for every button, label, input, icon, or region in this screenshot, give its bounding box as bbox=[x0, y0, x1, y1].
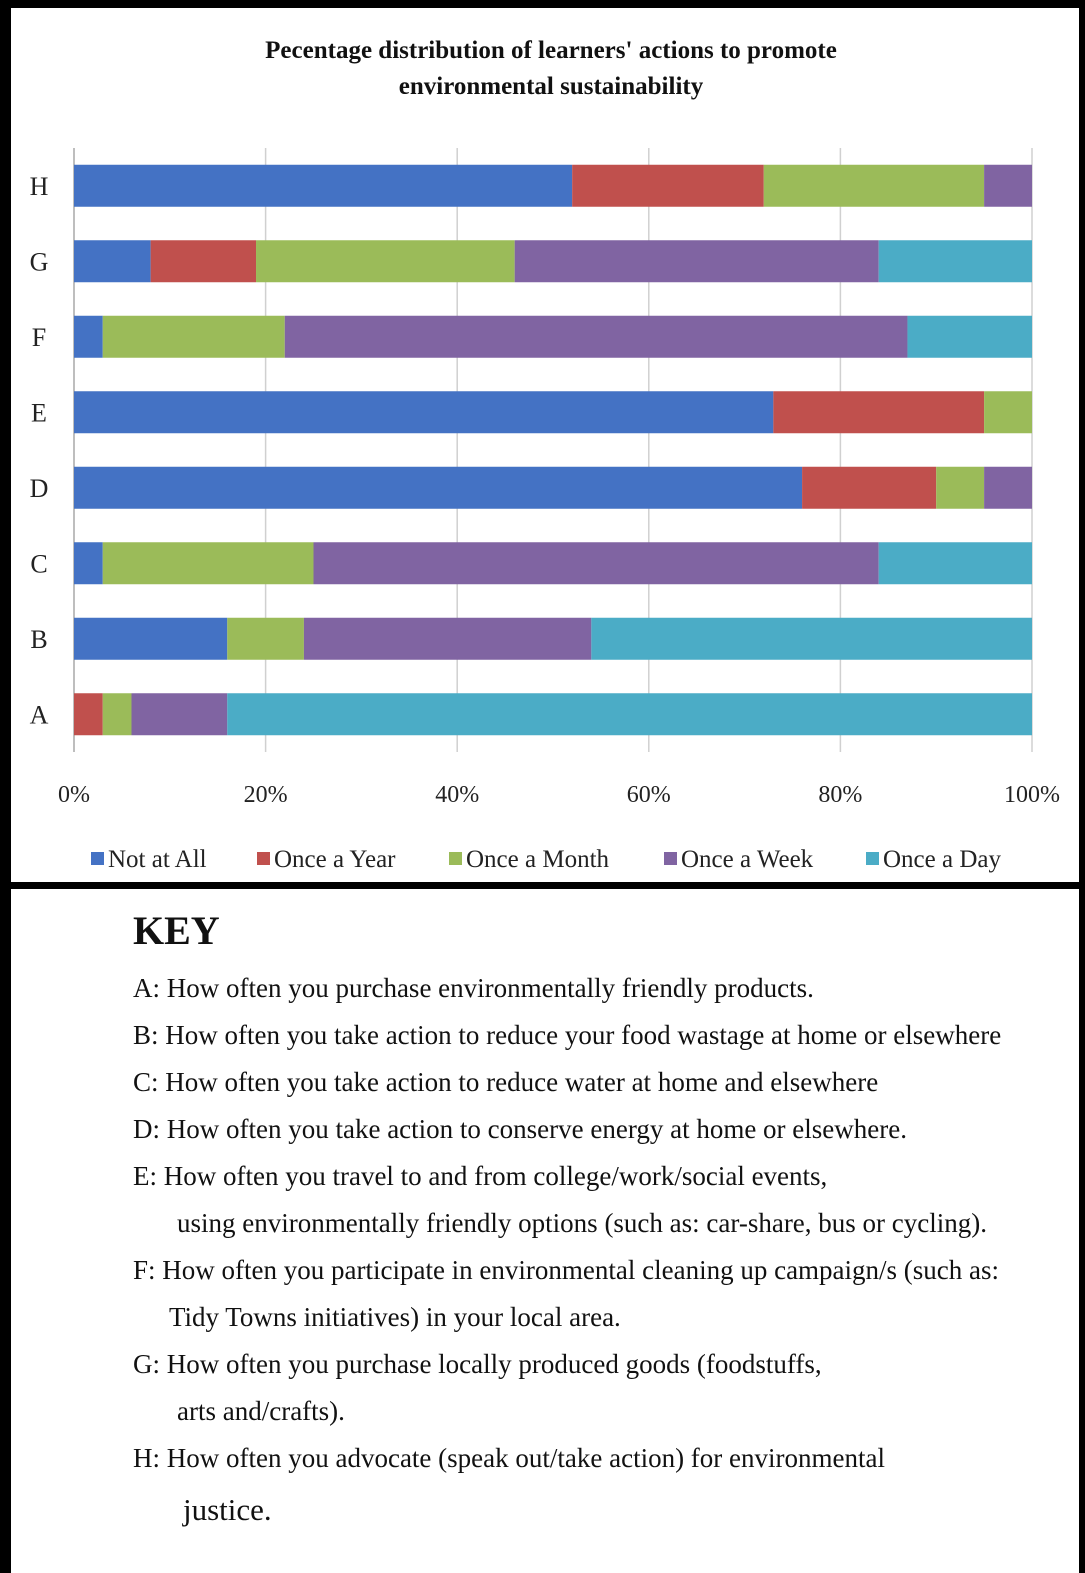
bar-g-not-at-all bbox=[74, 240, 151, 283]
y-label-c: C bbox=[30, 549, 47, 578]
legend-label-once-a-week: Once a Week bbox=[681, 846, 814, 873]
x-tick-20: 20% bbox=[244, 782, 288, 808]
bar-c-not-at-all bbox=[74, 542, 103, 585]
bar-b-not-at-all bbox=[74, 617, 228, 660]
y-label-a: A bbox=[30, 700, 49, 729]
bar-d-not-at-all bbox=[74, 466, 803, 509]
legend-swatch-once-a-day bbox=[866, 852, 879, 865]
chart-title-line-1: Pecentage distribution of learners' acti… bbox=[265, 37, 837, 64]
bar-g-once-a-day bbox=[878, 240, 1032, 283]
key-item-g-text: G: How often you purchase locally produc… bbox=[133, 1349, 822, 1379]
legend-item-once-a-month: Once a Month bbox=[449, 846, 610, 873]
x-tick-40: 40% bbox=[435, 782, 479, 808]
bar-h-not-at-all bbox=[74, 164, 573, 207]
key-item-e-text: E: How often you travel to and from coll… bbox=[133, 1161, 828, 1191]
bar-b-once-a-month bbox=[227, 617, 304, 660]
key-item-a-text: A: How often you purchase environmentall… bbox=[133, 973, 814, 1003]
key-item-g-continuation: arts and/crafts). bbox=[177, 1396, 345, 1426]
key-item-h-text: H: How often you advocate (speak out/tak… bbox=[133, 1443, 885, 1473]
bar-a-once-a-week bbox=[131, 693, 228, 736]
bar-c-once-a-week bbox=[313, 542, 879, 585]
legend-item-once-a-week: Once a Week bbox=[664, 846, 814, 873]
bar-a-once-a-day bbox=[227, 693, 1032, 736]
key-item-h: H: How often you advocate (speak out/tak… bbox=[133, 1435, 1073, 1538]
key-item-c: C: How often you take action to reduce w… bbox=[133, 1059, 1073, 1106]
chart-panel: Pecentage distribution of learners' acti… bbox=[11, 8, 1079, 882]
legend-label-not-at-all: Not at All bbox=[108, 846, 207, 873]
key-item-e-continuation: using environmentally friendly options (… bbox=[177, 1208, 987, 1238]
bar-e-once-a-month bbox=[984, 391, 1032, 434]
bar-c-once-a-day bbox=[878, 542, 1032, 585]
legend-item-not-at-all: Not at All bbox=[91, 846, 207, 873]
key-item-d-text: D: How often you take action to conserve… bbox=[133, 1114, 907, 1144]
bar-e-once-a-year bbox=[773, 391, 985, 434]
legend-item-once-a-day: Once a Day bbox=[866, 846, 1001, 873]
key-item-f-text: F: How often you participate in environm… bbox=[133, 1255, 1000, 1285]
x-tick-0: 0% bbox=[58, 782, 90, 808]
legend-label-once-a-day: Once a Day bbox=[883, 846, 1001, 873]
stacked-bar-chart: Pecentage distribution of learners' acti… bbox=[30, 37, 1060, 873]
bar-g-once-a-year bbox=[150, 240, 257, 283]
bar-d-once-a-year bbox=[802, 466, 937, 509]
bar-h-once-a-week bbox=[984, 164, 1032, 207]
y-label-g: G bbox=[30, 247, 49, 276]
key-item-e: E: How often you travel to and from coll… bbox=[133, 1153, 1073, 1247]
bar-g-once-a-week bbox=[514, 240, 879, 283]
key-item-a: A: How often you purchase environmentall… bbox=[133, 965, 1073, 1012]
legend-item-once-a-year: Once a Year bbox=[257, 846, 396, 873]
x-tick-80: 80% bbox=[818, 782, 862, 808]
key-item-b: B: How often you take action to reduce y… bbox=[133, 1012, 1073, 1059]
bar-g-once-a-month bbox=[256, 240, 515, 283]
x-tick-100: 100% bbox=[1004, 782, 1060, 808]
legend-swatch-not-at-all bbox=[91, 852, 104, 865]
y-label-b: B bbox=[30, 625, 47, 654]
key-item-c-text: C: How often you take action to reduce w… bbox=[133, 1067, 879, 1097]
bar-f-once-a-day bbox=[907, 315, 1032, 358]
key-title: KEY bbox=[133, 908, 220, 953]
bars bbox=[74, 164, 1032, 736]
bar-d-once-a-week bbox=[984, 466, 1032, 509]
bar-f-not-at-all bbox=[74, 315, 103, 358]
x-axis-labels: 0% 20% 40% 60% 80% 100% bbox=[58, 782, 1060, 808]
legend-label-once-a-year: Once a Year bbox=[274, 846, 396, 873]
bar-f-once-a-month bbox=[102, 315, 285, 358]
legend-swatch-once-a-week bbox=[664, 852, 677, 865]
key-item-h-continuation: justice. bbox=[183, 1492, 272, 1527]
key-panel: KEY A: How often you purchase environmen… bbox=[11, 889, 1079, 1573]
y-label-h: H bbox=[30, 172, 49, 201]
bar-b-once-a-week bbox=[303, 617, 592, 660]
y-label-e: E bbox=[31, 398, 47, 427]
legend: Not at All Once a Year Once a Month Once a … bbox=[91, 846, 1001, 873]
bar-b-once-a-day bbox=[591, 617, 1032, 660]
section-divider bbox=[0, 882, 1085, 889]
bar-h-once-a-month bbox=[763, 164, 985, 207]
bar-h-once-a-year bbox=[572, 164, 764, 207]
bar-a-once-a-year bbox=[74, 693, 103, 736]
bar-c-once-a-month bbox=[102, 542, 314, 585]
bar-a-once-a-month bbox=[102, 693, 132, 736]
bar-e-not-at-all bbox=[74, 391, 774, 434]
y-label-f: F bbox=[32, 323, 46, 352]
chart-title-line-2: environmental sustainability bbox=[399, 73, 704, 100]
gridlines bbox=[73, 148, 1033, 752]
key-item-d: D: How often you take action to conserve… bbox=[133, 1106, 1073, 1153]
key-item-g: G: How often you purchase locally produc… bbox=[133, 1341, 1073, 1435]
legend-label-once-a-month: Once a Month bbox=[466, 846, 610, 873]
bar-d-once-a-month bbox=[936, 466, 985, 509]
y-axis-labels: A B C D E F G H bbox=[30, 172, 49, 730]
bar-f-once-a-week bbox=[284, 315, 908, 358]
x-tick-60: 60% bbox=[627, 782, 671, 808]
key-item-f: F: How often you participate in environm… bbox=[133, 1247, 1073, 1341]
y-label-d: D bbox=[30, 474, 49, 503]
key-item-f-continuation: Tidy Towns initiatives) in your local ar… bbox=[169, 1302, 621, 1332]
key-list: A: How often you purchase environmentall… bbox=[133, 965, 1073, 1538]
legend-swatch-once-a-year bbox=[257, 852, 270, 865]
key-item-b-text: B: How often you take action to reduce y… bbox=[133, 1020, 1002, 1050]
legend-swatch-once-a-month bbox=[449, 852, 462, 865]
